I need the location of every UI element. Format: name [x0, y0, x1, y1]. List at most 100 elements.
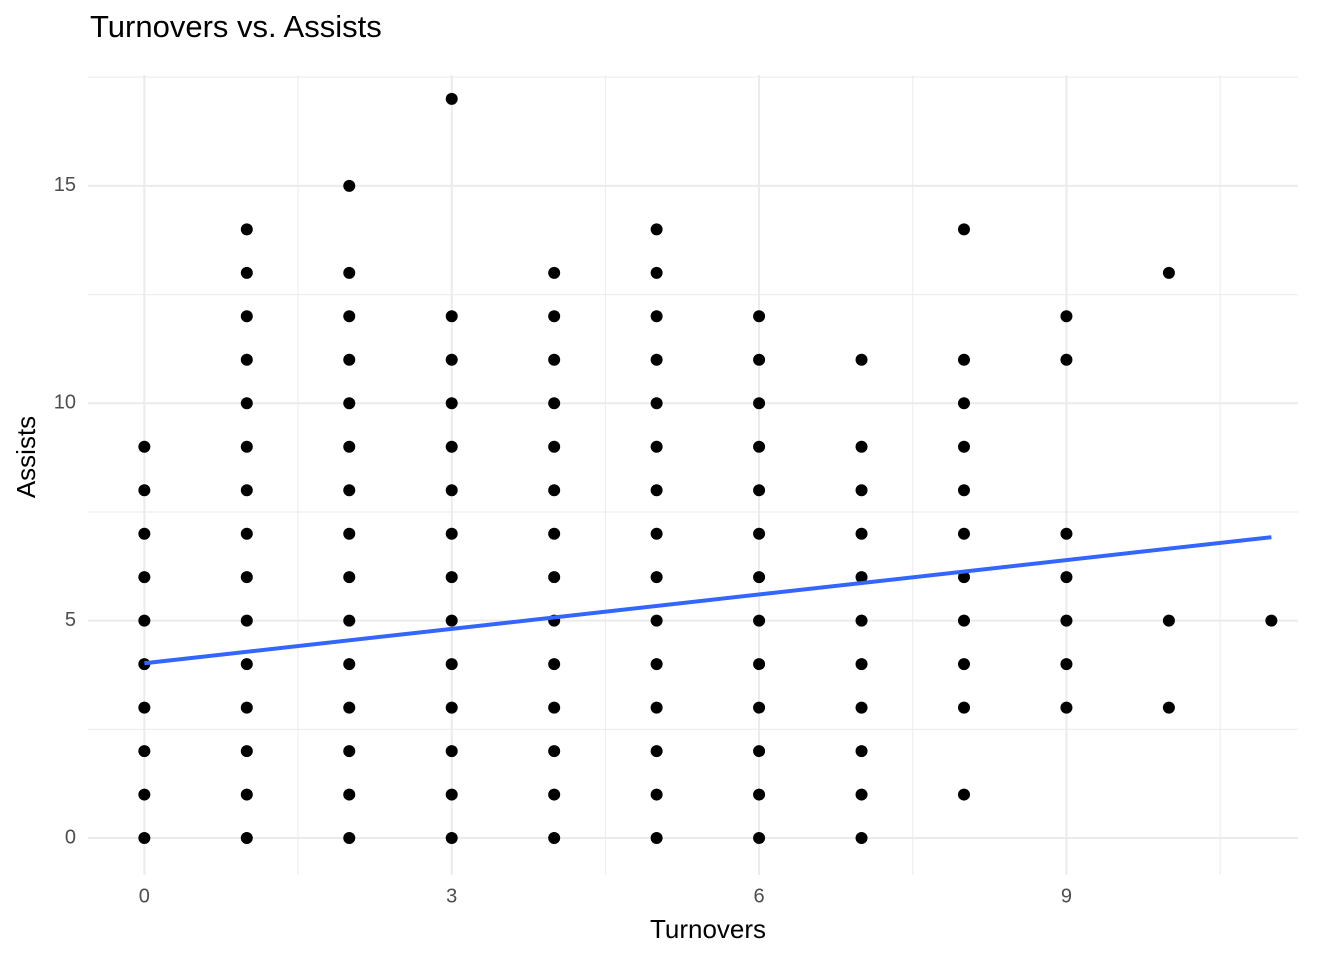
point: [548, 440, 561, 453]
point: [138, 527, 151, 540]
point: [445, 397, 458, 410]
point: [240, 788, 253, 801]
point: [753, 745, 766, 758]
point: [343, 658, 356, 671]
point: [548, 788, 561, 801]
y-tick-label: 10: [54, 392, 76, 414]
point: [650, 745, 663, 758]
point: [650, 310, 663, 323]
point: [343, 614, 356, 627]
point: [445, 484, 458, 497]
point: [1060, 701, 1073, 714]
point: [343, 788, 356, 801]
point: [753, 527, 766, 540]
point: [445, 614, 458, 627]
point: [650, 397, 663, 410]
point: [957, 701, 970, 714]
point: [855, 614, 868, 627]
point: [548, 397, 561, 410]
point: [650, 353, 663, 366]
point: [957, 571, 970, 584]
point: [753, 353, 766, 366]
point: [1060, 571, 1073, 584]
point: [855, 701, 868, 714]
point: [957, 223, 970, 236]
point: [548, 484, 561, 497]
point: [548, 310, 561, 323]
point: [548, 832, 561, 845]
point: [138, 571, 151, 584]
point: [1162, 614, 1175, 627]
point: [548, 701, 561, 714]
point: [1265, 614, 1278, 627]
point: [445, 527, 458, 540]
point: [343, 484, 356, 497]
point: [957, 397, 970, 410]
point: [138, 701, 151, 714]
point: [957, 440, 970, 453]
point: [548, 571, 561, 584]
point: [240, 310, 253, 323]
point: [650, 832, 663, 845]
x-axis-title: Turnovers: [650, 914, 766, 944]
point: [753, 614, 766, 627]
point: [343, 353, 356, 366]
point: [548, 658, 561, 671]
x-tick-label: 6: [754, 885, 765, 907]
point: [650, 266, 663, 279]
point: [548, 266, 561, 279]
point: [343, 745, 356, 758]
point: [138, 614, 151, 627]
point: [650, 223, 663, 236]
point: [753, 440, 766, 453]
point: [343, 179, 356, 192]
point: [957, 658, 970, 671]
point: [445, 658, 458, 671]
point: [855, 484, 868, 497]
point: [1060, 658, 1073, 671]
point: [240, 266, 253, 279]
point: [343, 527, 356, 540]
point: [753, 658, 766, 671]
point: [1060, 527, 1073, 540]
point: [650, 701, 663, 714]
point: [1162, 266, 1175, 279]
point: [650, 571, 663, 584]
point: [650, 658, 663, 671]
point: [138, 745, 151, 758]
point: [753, 832, 766, 845]
point: [753, 701, 766, 714]
point: [650, 484, 663, 497]
point: [138, 788, 151, 801]
x-tick-label: 3: [446, 885, 457, 907]
point: [650, 614, 663, 627]
point: [445, 788, 458, 801]
point: [343, 310, 356, 323]
point: [240, 353, 253, 366]
point: [855, 658, 868, 671]
point: [138, 440, 151, 453]
point: [445, 440, 458, 453]
y-tick-label: 5: [65, 609, 76, 631]
point: [240, 832, 253, 845]
x-tick-label: 9: [1061, 885, 1072, 907]
point: [240, 527, 253, 540]
trend-line: [144, 535, 1272, 666]
point: [548, 527, 561, 540]
point: [343, 701, 356, 714]
point: [445, 745, 458, 758]
point: [753, 484, 766, 497]
point: [1060, 614, 1073, 627]
point: [138, 832, 151, 845]
point: [753, 788, 766, 801]
point: [855, 571, 868, 584]
point: [343, 440, 356, 453]
y-tick-label: 15: [54, 174, 76, 196]
point: [650, 788, 663, 801]
point: [445, 832, 458, 845]
point: [343, 571, 356, 584]
point: [650, 440, 663, 453]
point: [445, 701, 458, 714]
point: [1060, 310, 1073, 323]
